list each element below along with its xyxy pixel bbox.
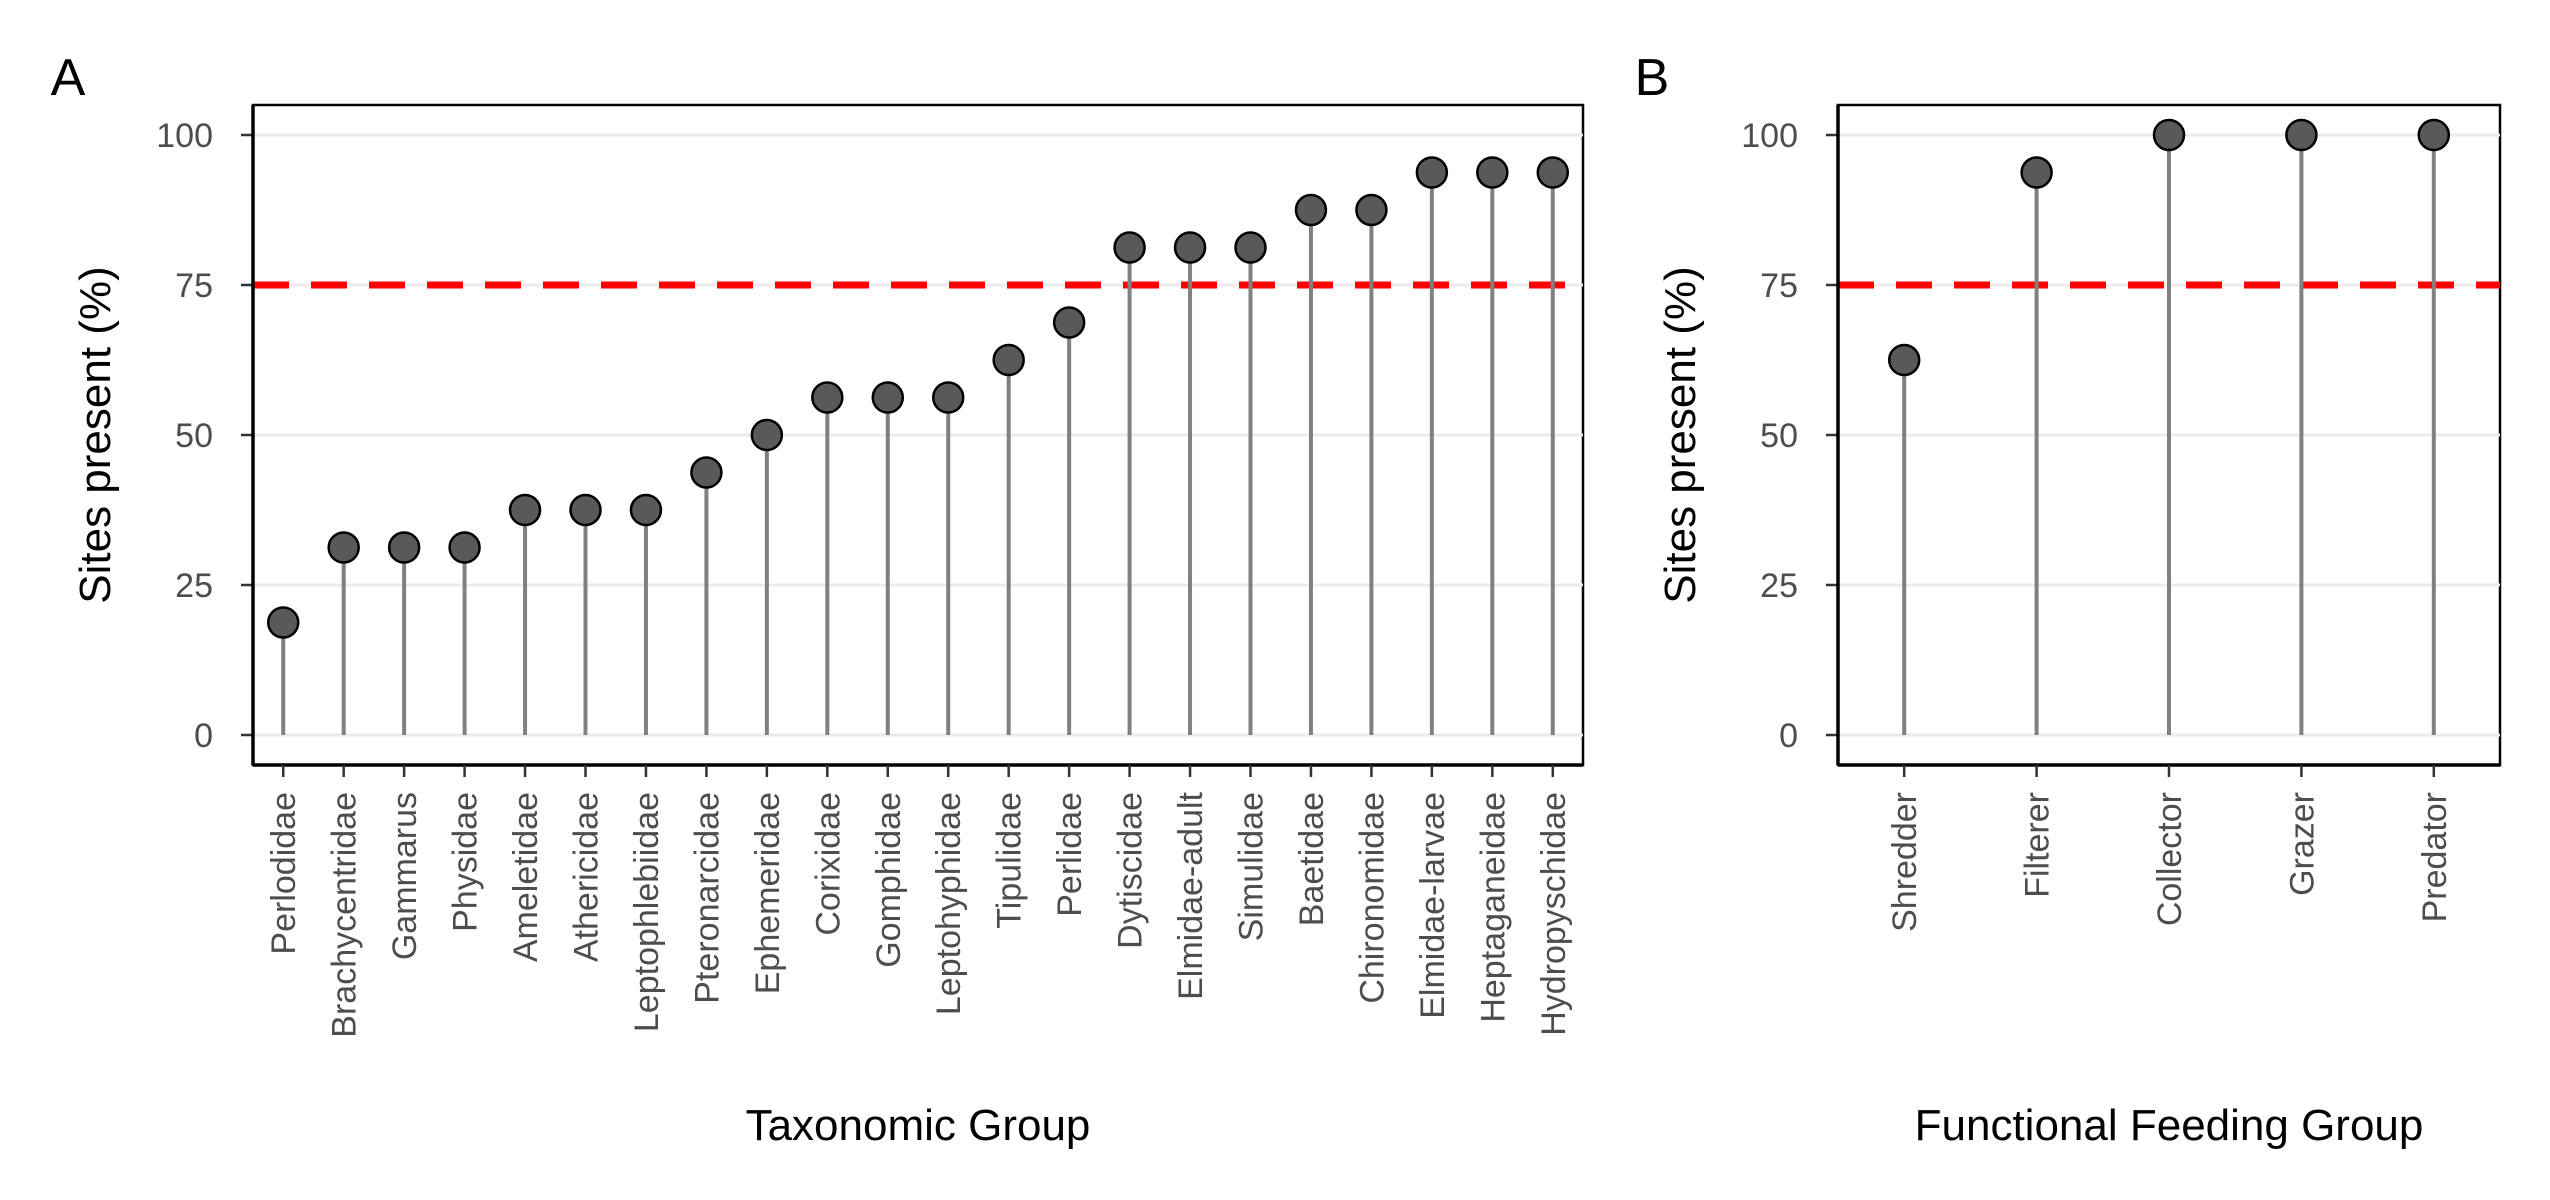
y-tick-label: 0 xyxy=(194,717,213,755)
data-point xyxy=(266,606,300,639)
data-point xyxy=(1113,231,1146,264)
x-category-label: Baetidae xyxy=(1293,792,1331,926)
x-category-label: Simulidae xyxy=(1233,792,1271,941)
data-point xyxy=(1887,343,1921,377)
x-category-label: Grazer xyxy=(2283,792,2321,896)
y-tick-label: 50 xyxy=(175,417,213,455)
x-axis-title: Functional Feeding Group xyxy=(1915,1101,2424,1150)
data-point xyxy=(508,493,542,527)
data-point xyxy=(2020,156,2053,189)
x-category-label: Filterer xyxy=(2019,792,2057,898)
data-point xyxy=(931,381,965,414)
x-category-label: Shredder xyxy=(1886,792,1924,932)
data-point xyxy=(690,456,723,489)
x-category-label: Elmidae-adult xyxy=(1172,791,1210,999)
data-point xyxy=(569,493,602,527)
data-point xyxy=(1476,156,1509,189)
y-tick-label: 100 xyxy=(156,117,213,155)
data-point xyxy=(1234,231,1267,264)
data-point xyxy=(1415,156,1449,189)
y-tick-label: 0 xyxy=(1779,717,1798,755)
data-point xyxy=(2417,118,2451,152)
data-point xyxy=(327,531,360,564)
data-point xyxy=(2285,118,2318,152)
x-category-label: Dytiscidae xyxy=(1112,792,1150,949)
data-point xyxy=(1173,231,1207,264)
data-point xyxy=(1294,193,1328,227)
x-category-label: Gomphidae xyxy=(870,792,908,968)
x-category-label: Collector xyxy=(2151,792,2189,926)
data-point xyxy=(992,343,1025,377)
x-category-label: Athericidae xyxy=(568,792,606,962)
data-point xyxy=(750,418,784,452)
x-category-label: Hydropyschidae xyxy=(1535,792,1573,1036)
x-axis-title: Taxonomic Group xyxy=(746,1101,1091,1150)
x-category-label: Ephemeridae xyxy=(749,792,787,994)
data-point xyxy=(1052,306,1086,339)
x-category-label: Tipulidae xyxy=(991,792,1029,929)
y-tick-label: 25 xyxy=(1760,567,1798,605)
x-category-label: Elmidae-larvae xyxy=(1414,792,1452,1019)
data-point xyxy=(2152,118,2186,152)
x-category-label: Corixidae xyxy=(809,792,847,936)
data-point xyxy=(1355,193,1388,227)
y-tick-label: 75 xyxy=(175,267,213,305)
x-category-label: Pteronarcidae xyxy=(688,792,726,1004)
panel-tag: A xyxy=(51,49,86,107)
panel-a: 0 25 50 75 100 Perlodidae Brachycentridae Gamma… xyxy=(51,49,1585,1150)
x-category-label: Predator xyxy=(2416,792,2454,922)
data-point xyxy=(811,381,844,414)
x-category-label: Leptophlebiidae xyxy=(628,792,666,1032)
x-category-label: Gammarus xyxy=(386,792,424,960)
panel-b: 0 25 50 75 100 Shredder Filterer Collector Graze… xyxy=(1635,49,2502,1150)
y-tick-label: 50 xyxy=(1760,417,1798,455)
x-category-label: Perlodidae xyxy=(265,792,303,955)
x-category-label: Ameletidae xyxy=(507,792,545,962)
y-tick-label: 100 xyxy=(1741,117,1798,155)
panel-tag: B xyxy=(1635,49,1670,107)
y-axis-title: Sites present (%) xyxy=(1656,266,1705,603)
x-category-label: Heptaganeidae xyxy=(1474,792,1512,1023)
x-category-label: Perlidae xyxy=(1051,792,1089,917)
y-tick-label: 25 xyxy=(175,567,213,605)
data-point xyxy=(871,381,905,414)
x-category-label: Physidae xyxy=(447,792,485,932)
x-category-label: Brachycentridae xyxy=(326,792,364,1038)
data-point xyxy=(629,493,663,527)
data-point xyxy=(1536,156,1570,189)
data-point xyxy=(387,531,421,564)
x-category-label: Chironomidae xyxy=(1353,792,1391,1004)
data-point xyxy=(448,531,481,564)
y-tick-label: 75 xyxy=(1760,267,1798,305)
x-category-label: Leptohyphidae xyxy=(930,792,968,1015)
y-axis-title: Sites present (%) xyxy=(71,266,120,603)
